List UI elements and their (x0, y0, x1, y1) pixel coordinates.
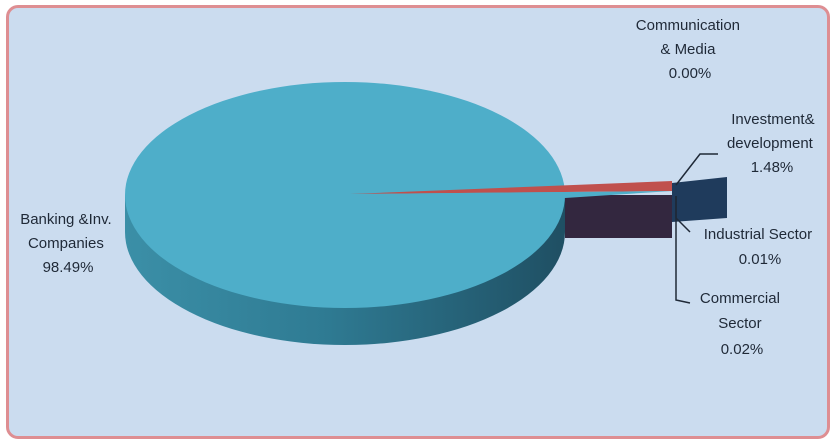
slice-industrial (565, 195, 672, 238)
label-industrial: Industrial Sector 0.01% (704, 226, 817, 268)
label-investment: Investment& development 1.48% (727, 111, 819, 176)
label-communication: Communication & Media 0.00% (636, 17, 744, 82)
slice-commercial-edge (350, 191, 672, 198)
leader-commercial (675, 196, 691, 304)
slice-investment (672, 177, 727, 222)
leader-investment (675, 153, 718, 186)
slice-commercial (350, 181, 672, 194)
label-banking: Banking &Inv. Companies 98.49% (20, 211, 116, 276)
label-commercial: Commercial Sector 0.02% (700, 290, 784, 358)
slice-banking-top (125, 82, 565, 308)
